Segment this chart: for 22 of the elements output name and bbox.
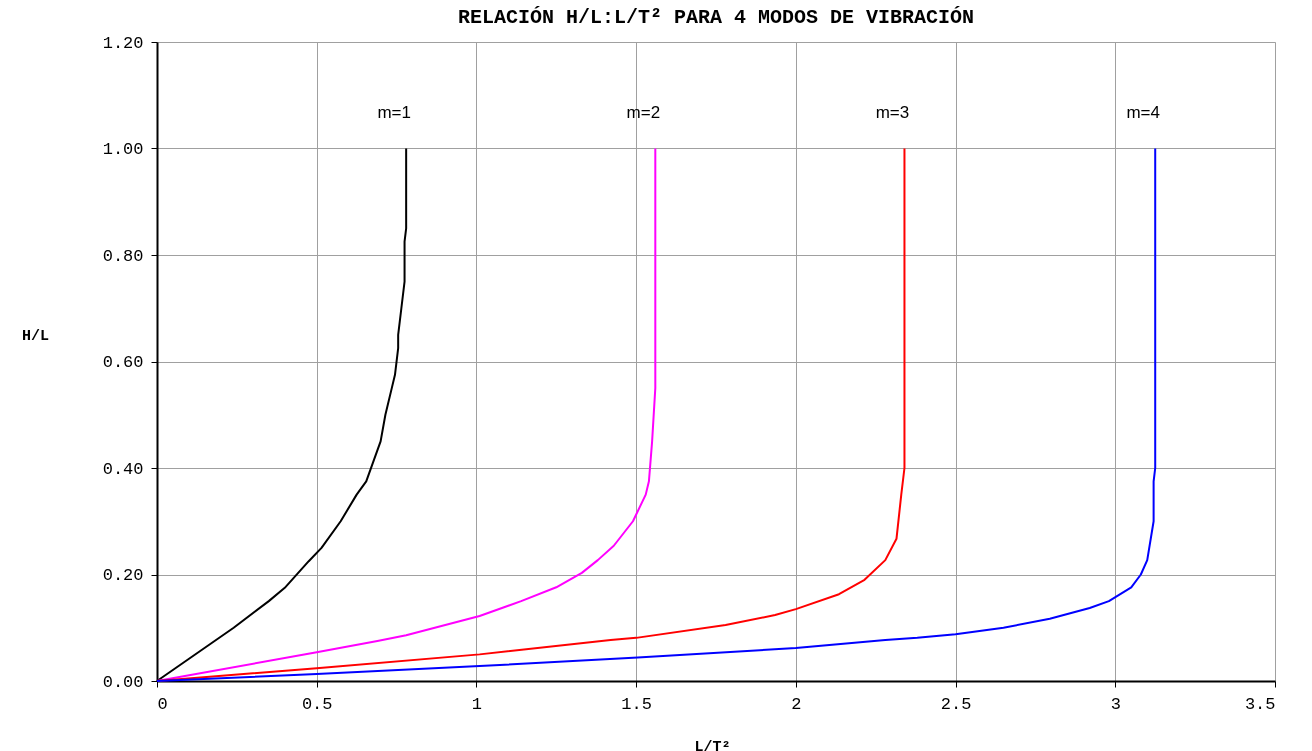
x-axis-title: L/T² bbox=[694, 738, 731, 751]
y-tick-label: 0.00 bbox=[102, 672, 144, 692]
y-tick-label: 0.80 bbox=[102, 246, 144, 266]
x-tick-label: 2 bbox=[791, 694, 802, 714]
x-tick-label: 1.5 bbox=[621, 694, 652, 714]
y-tick-label: 0.60 bbox=[102, 353, 144, 372]
y-tick-label: 0.20 bbox=[102, 566, 144, 585]
series-label: m=1 bbox=[377, 102, 411, 122]
x-tick-label: 1 bbox=[471, 694, 483, 714]
y-tick-label: 1.00 bbox=[102, 140, 144, 159]
x-tick-label: 3.5 bbox=[1244, 694, 1276, 714]
y-axis-title: H/L bbox=[21, 327, 50, 345]
y-tick-label: 1.20 bbox=[102, 33, 144, 53]
series-label: m=2 bbox=[626, 102, 661, 122]
y-tick-label: 0.40 bbox=[102, 459, 144, 479]
series-label: m=3 bbox=[875, 102, 910, 122]
x-tick-label: 3 bbox=[1110, 694, 1121, 714]
series-label: m=4 bbox=[1126, 102, 1160, 122]
chart-title: RELACIÓN H/L:L/T² PARA 4 MODOS DE VIBRACIÓN bbox=[457, 6, 975, 29]
x-tick-label: 0.5 bbox=[301, 694, 333, 714]
x-tick-label: 2.5 bbox=[940, 694, 972, 714]
x-tick-label: 0 bbox=[157, 694, 168, 714]
